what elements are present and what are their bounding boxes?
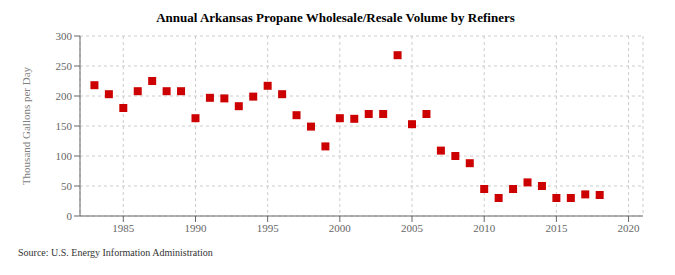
html-text:Source: U.S. Energy Informatio: Source: U.S. Energy Information Administ…	[18, 247, 213, 258]
svg-text:1985: 1985	[112, 222, 135, 234]
svg-text:Thousand Gallons per Day: Thousand Gallons per Day	[20, 66, 32, 185]
svg-text:200: 200	[56, 90, 73, 102]
html-text:Annual Arkansas Propane Wholes: Annual Arkansas Propane Wholesale/Resale…	[156, 10, 515, 25]
svg-text:2010: 2010	[473, 222, 496, 234]
svg-text:1995: 1995	[257, 222, 280, 234]
svg-text:2015: 2015	[545, 222, 568, 234]
svg-text:2020: 2020	[618, 222, 641, 234]
svg-text:150: 150	[56, 120, 73, 132]
svg-text:250: 250	[56, 60, 73, 72]
svg-text:300: 300	[56, 30, 73, 42]
svg-text:1990: 1990	[184, 222, 207, 234]
svg-text:0: 0	[67, 210, 73, 222]
svg-text:100: 100	[56, 150, 73, 162]
svg-text:50: 50	[61, 180, 73, 192]
svg-text:2000: 2000	[329, 222, 352, 234]
svg-text:2005: 2005	[401, 222, 424, 234]
